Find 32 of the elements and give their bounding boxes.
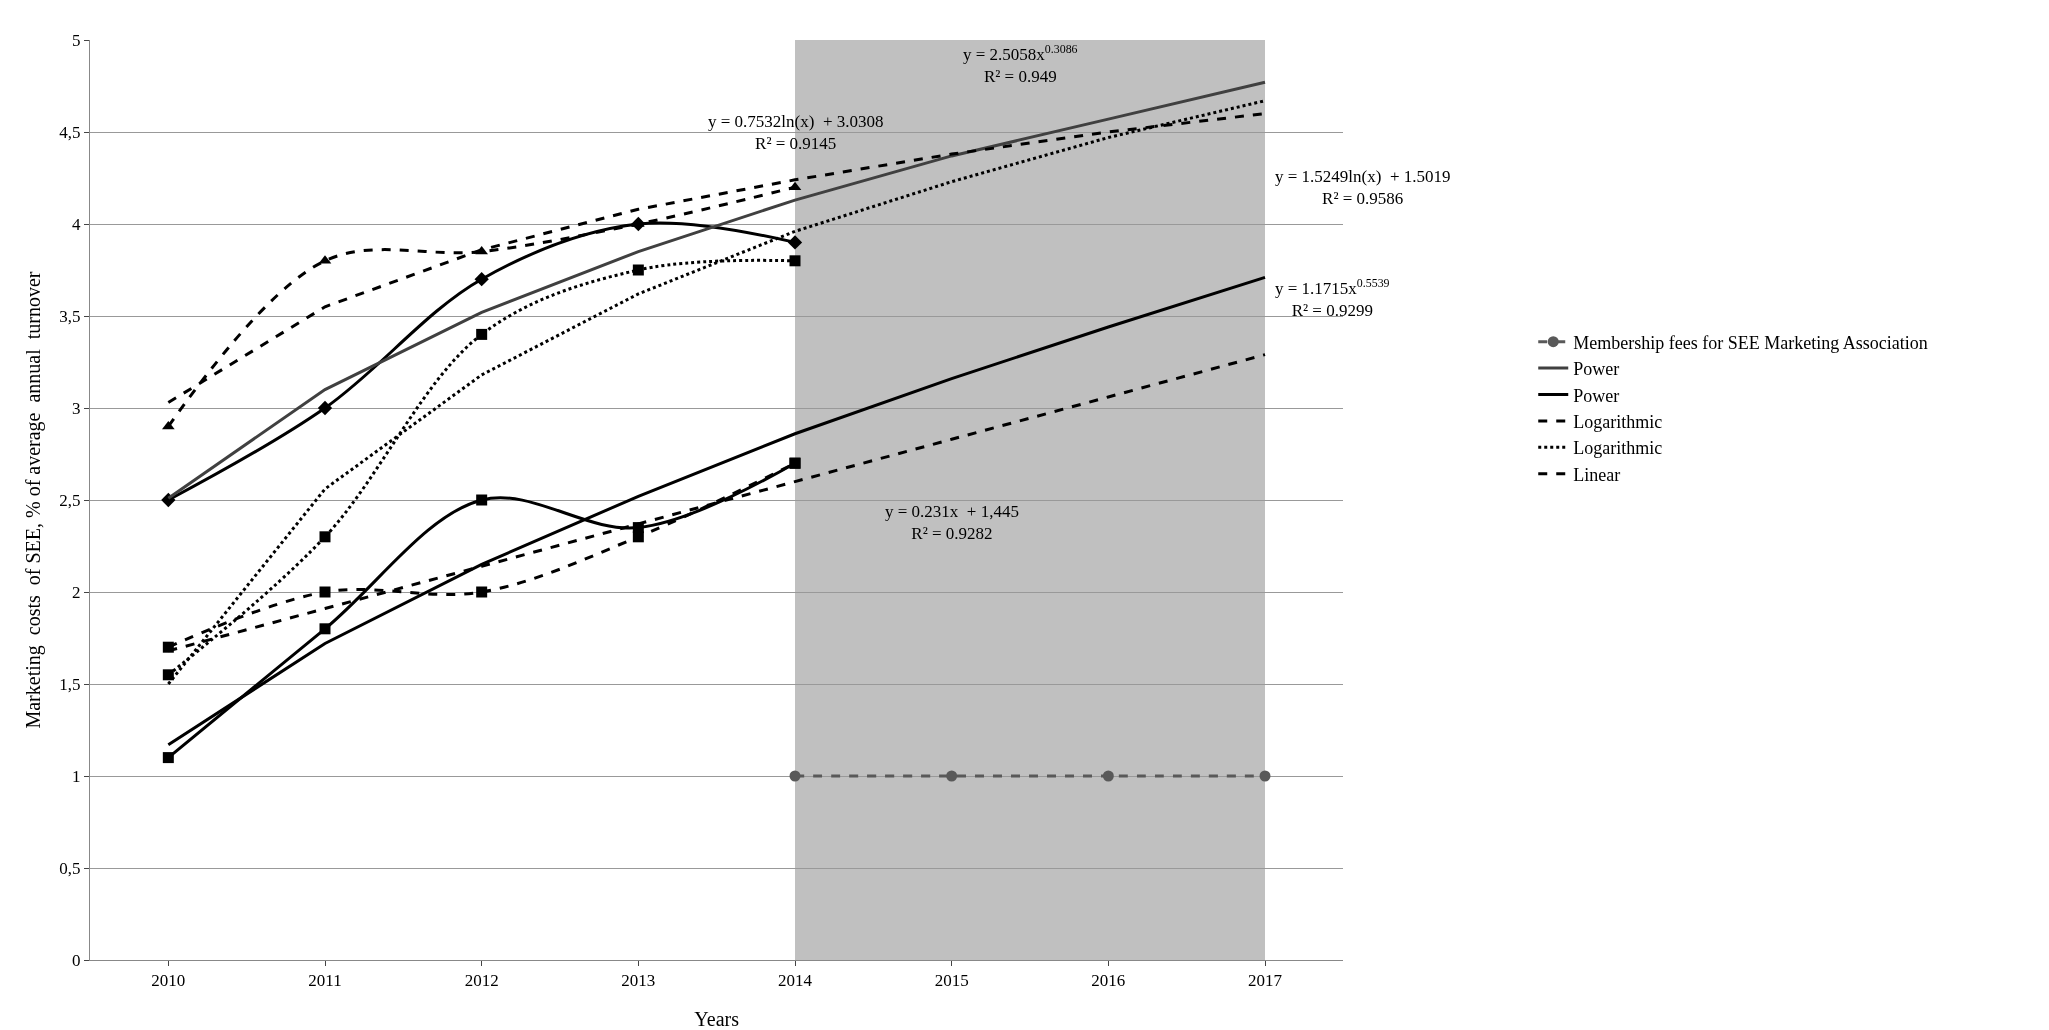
- x-tick-label: 2014: [778, 971, 813, 991]
- x-tick-label: 2011: [308, 971, 342, 991]
- legend-label: Logarithmic: [1573, 438, 1663, 459]
- legend-label: Membership fees for SEE Marketing Association: [1573, 332, 1928, 353]
- legend-label: Power: [1573, 385, 1620, 406]
- x-tick-label: 2017: [1248, 971, 1283, 991]
- y-tick-label: 2: [72, 582, 81, 602]
- x-tick-label: 2013: [621, 971, 656, 991]
- annotation: y = 1.1715x$^{0.5539}$ R² = 0.9299: [1275, 276, 1390, 321]
- annotation: y = 0.7532ln(x) + 3.0308 R² = 0.9145: [708, 112, 884, 154]
- legend-label: Logarithmic: [1573, 411, 1663, 432]
- x-axis-title: Years: [694, 1008, 740, 1030]
- y-tick-label: 5: [72, 30, 81, 50]
- y-tick-label: 3: [72, 398, 81, 418]
- y-tick-label: 2,5: [59, 490, 81, 510]
- annotation: y = 2.5058x$^{0.3086}$ R² = 0.949: [963, 42, 1078, 87]
- y-tick-label: 1: [72, 766, 81, 786]
- x-tick-label: 2010: [151, 971, 186, 991]
- y-tick-label: 0: [72, 950, 81, 970]
- y-tick-label: 3,5: [59, 306, 81, 326]
- y-tick-label: 1,5: [59, 674, 81, 694]
- y-tick-label: 4: [72, 214, 82, 234]
- y-tick-label: 0,5: [59, 858, 81, 878]
- x-tick-label: 2015: [934, 971, 969, 991]
- legend-label: Linear: [1573, 464, 1621, 485]
- y-axis-title: Marketing costs of SEE, % of average annual turnover: [22, 271, 45, 729]
- annotation: y = 0.231x + 1,445 R² = 0.9282: [885, 502, 1019, 544]
- y-tick-label: 4,5: [59, 122, 81, 142]
- x-tick-label: 2016: [1091, 971, 1126, 991]
- x-tick-label: 2012: [464, 971, 499, 991]
- annotation: y = 1.5249ln(x) + 1.5019 R² = 0.9586: [1275, 167, 1451, 209]
- legend-label: Power: [1573, 359, 1620, 380]
